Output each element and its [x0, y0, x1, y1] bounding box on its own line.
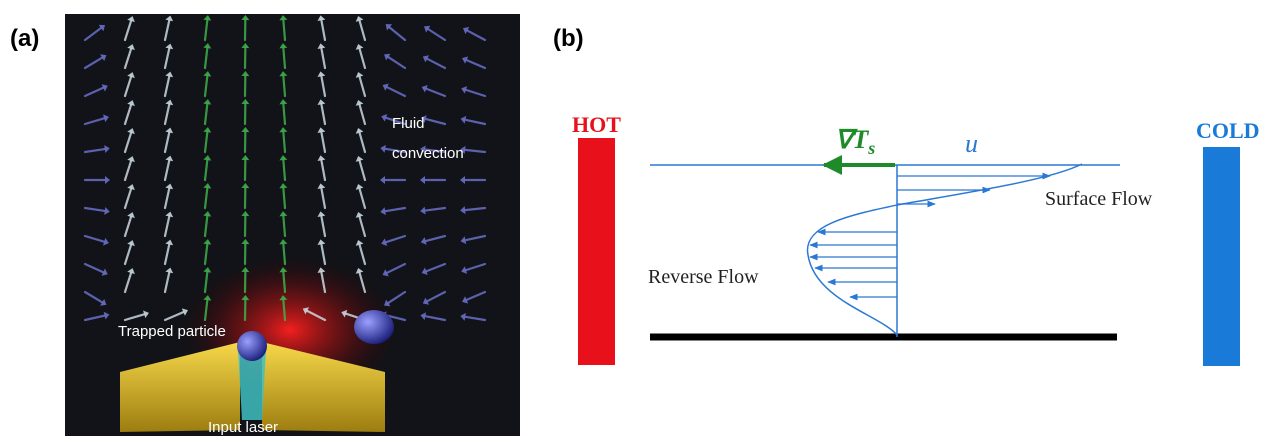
gradient-text: ∇T — [835, 125, 869, 154]
annotation: convection — [392, 145, 464, 162]
annotation: Input laser — [208, 419, 278, 436]
annotation: Fluid — [392, 115, 425, 132]
hot-bar — [578, 138, 615, 365]
particle — [354, 310, 394, 344]
gradient-label: ∇Ts — [835, 125, 875, 158]
figure: (a) Fluid convection Trapped particle In… — [0, 0, 1272, 436]
gradient-subscript: s — [867, 138, 875, 158]
panel-label: (a) — [10, 25, 39, 52]
annotation: Surface Flow — [1045, 188, 1153, 210]
annotation: Trapped particle — [118, 323, 226, 340]
cold-bar — [1203, 147, 1240, 366]
panel-label: (b) — [553, 25, 584, 52]
velocity-label: u — [965, 129, 978, 158]
annotation: Reverse Flow — [648, 266, 759, 288]
profile-arrows — [810, 176, 1050, 297]
cold-label: COLD — [1196, 118, 1260, 143]
trapped-particle — [237, 331, 267, 361]
hot-label: HOT — [572, 112, 621, 137]
